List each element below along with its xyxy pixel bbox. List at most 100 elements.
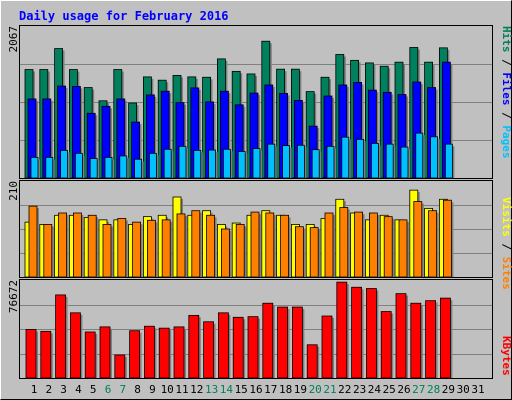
p1-pages-bar-day-7	[119, 155, 128, 179]
p2-sites-bar-day-6	[102, 224, 112, 278]
x-tick-label-day-14: 14	[220, 383, 234, 396]
x-tick-label-day-31: 31	[471, 383, 484, 396]
x-tick-label-day-23: 23	[353, 383, 366, 396]
legend-sites: Sites	[500, 257, 512, 290]
legend-pages: Pages	[500, 125, 512, 158]
panel-frame-kbytes	[19, 279, 493, 379]
p1-pages-bar-day-13	[208, 149, 217, 179]
legend-hits: Hits	[500, 26, 512, 53]
p3-kbytes-bar-day-28	[425, 300, 437, 379]
x-tick-label-day-9: 9	[149, 383, 156, 396]
p2-sites-bar-day-10	[161, 219, 171, 278]
p1-pages-bar-day-25	[385, 143, 394, 179]
p2-sites-bar-day-24	[368, 212, 378, 278]
x-tick-label-day-18: 18	[279, 383, 292, 396]
x-tick-label-day-13: 13	[205, 383, 218, 396]
p3-kbytes-bar-day-18	[277, 306, 289, 379]
p2-sites-bar-day-11	[176, 213, 186, 278]
p1-pages-bar-day-16	[252, 148, 261, 179]
p2-sites-bar-day-12	[191, 210, 201, 278]
panel-frame-hits-files-pages	[19, 25, 493, 179]
p3-kbytes-bar-day-9	[143, 325, 155, 379]
p1-pages-bar-day-5	[89, 158, 98, 179]
p2-sites-bar-day-8	[132, 221, 142, 278]
p2-sites-bar-day-4	[73, 212, 82, 278]
x-tick-label-day-24: 24	[368, 383, 382, 396]
p2-sites-bar-day-13	[206, 214, 216, 278]
p3-kbytes-bar-day-23	[351, 286, 363, 379]
x-tick-label-day-30: 30	[457, 383, 470, 396]
p1-pages-bar-day-19	[296, 144, 305, 179]
p2-sites-bar-day-5	[87, 214, 97, 278]
p2-sites-bar-day-16	[250, 211, 260, 278]
x-tick-label-day-1: 1	[31, 383, 38, 396]
p3-kbytes-bar-day-10	[158, 327, 170, 379]
p1-pages-bar-day-21	[326, 145, 335, 179]
p1-pages-bar-day-2	[45, 157, 54, 179]
x-tick-label-day-2: 2	[45, 383, 52, 396]
p3-kbytes-bar-day-19	[291, 306, 303, 379]
p1-pages-bar-day-22	[341, 136, 350, 179]
p1-pages-bar-day-1	[30, 157, 39, 179]
p2-sites-bar-day-1	[28, 205, 38, 278]
p2-sites-bar-day-14	[220, 228, 230, 278]
p2-sites-bar-day-29	[442, 199, 452, 278]
p3-kbytes-bar-day-12	[188, 314, 200, 379]
p1-pages-bar-day-8	[134, 158, 143, 179]
p3-kbytes-bar-day-20	[306, 344, 318, 379]
p2-sites-bar-day-26	[398, 219, 408, 278]
p1-pages-bar-day-6	[104, 157, 113, 179]
x-tick-label-day-17: 17	[264, 383, 277, 396]
x-tick-label-day-19: 19	[294, 383, 307, 396]
p2-sites-bar-day-27	[413, 201, 423, 278]
x-tick-label-day-4: 4	[75, 383, 82, 396]
legend-hits-files-pages: Hits / Files / Pages	[500, 26, 512, 159]
p1-pages-bar-day-15	[237, 151, 246, 179]
x-tick-label-day-25: 25	[383, 383, 396, 396]
x-tick-label-day-16: 16	[249, 383, 262, 396]
p2-sites-bar-day-15	[235, 224, 245, 278]
x-tick-label-day-11: 11	[175, 383, 188, 396]
p2-sites-bar-day-22	[339, 207, 349, 278]
chart-title: Daily usage for February 2016	[19, 9, 229, 23]
p1-pages-bar-day-27	[415, 132, 424, 179]
p1-pages-bar-day-26	[400, 146, 409, 179]
p2-sites-bar-day-25	[383, 216, 393, 278]
p2-sites-bar-day-7	[117, 218, 127, 278]
p3-kbytes-bar-day-25	[380, 311, 392, 379]
p3-kbytes-bar-day-8	[129, 330, 141, 379]
p3-kbytes-bar-day-2	[40, 330, 52, 379]
x-tick-label-day-6: 6	[105, 383, 112, 396]
p3-kbytes-bar-day-26	[395, 293, 407, 379]
x-tick-label-day-27: 27	[412, 383, 425, 396]
p3-kbytes-bar-day-24	[365, 288, 377, 379]
p3-kbytes-bar-day-17	[262, 302, 274, 379]
p2-sites-bar-day-17	[265, 212, 275, 278]
p3-kbytes-bar-day-1	[25, 329, 37, 379]
p1-pages-bar-day-20	[311, 149, 320, 179]
p2-sites-bar-day-9	[146, 219, 156, 278]
p3-kbytes-bar-day-21	[321, 315, 333, 379]
x-tick-label-day-20: 20	[309, 383, 322, 396]
legend-kbytes: KBytes	[500, 336, 512, 376]
legend-files: Files	[500, 72, 512, 105]
x-tick-label-day-8: 8	[134, 383, 141, 396]
p2-sites-bar-day-18	[280, 214, 290, 278]
x-tick-label-day-28: 28	[427, 383, 440, 396]
x-tick-label-day-10: 10	[161, 383, 174, 396]
legend-visits-sites: Visits / Sites	[500, 197, 512, 290]
ymax-label-visits-sites: 210	[7, 181, 20, 201]
x-tick-label-day-3: 3	[60, 383, 67, 396]
p3-kbytes-bar-day-22	[336, 281, 348, 379]
legend-visits: Visits	[500, 197, 512, 237]
p3-kbytes-bar-day-5	[84, 331, 96, 379]
p1-pages-bar-day-28	[430, 136, 439, 179]
x-tick-label-day-12: 12	[190, 383, 203, 396]
p2-sites-bar-day-23	[354, 211, 364, 278]
panel-kbytes-bars	[25, 281, 453, 379]
p3-kbytes-bar-day-13	[203, 321, 215, 379]
p2-sites-bar-day-2	[43, 224, 53, 278]
p3-kbytes-bar-day-4	[70, 312, 81, 379]
p1-pages-bar-day-10	[163, 148, 172, 179]
p3-kbytes-bar-day-14	[217, 312, 229, 379]
